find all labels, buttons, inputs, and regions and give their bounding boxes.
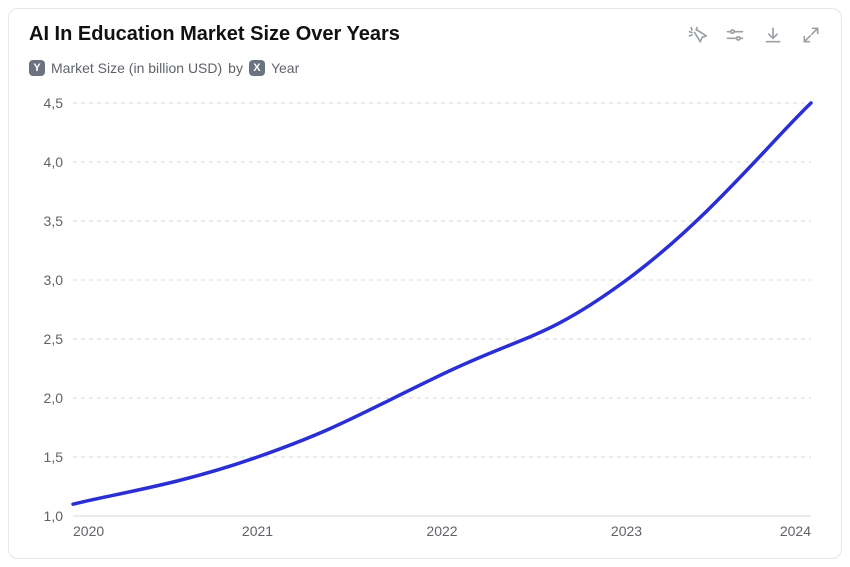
chart-card: AI In Education Market Size Over Years — [8, 8, 842, 559]
x-tick-label: 2023 — [611, 523, 642, 539]
y-badge: Y — [29, 60, 45, 76]
y-tick-label: 2,0 — [44, 390, 64, 406]
y-tick-label: 1,5 — [44, 449, 64, 465]
y-tick-label: 3,5 — [44, 213, 64, 229]
chart-title: AI In Education Market Size Over Years — [29, 23, 400, 46]
y-tick-label: 1,0 — [44, 508, 64, 524]
by-text: by — [228, 60, 243, 76]
download-icon[interactable] — [763, 25, 783, 45]
card-header: AI In Education Market Size Over Years — [29, 23, 821, 46]
x-tick-label: 2022 — [426, 523, 457, 539]
y-tick-label: 2,5 — [44, 331, 64, 347]
y-tick-label: 3,0 — [44, 272, 64, 288]
x-axis-label: Year — [271, 60, 299, 76]
x-tick-label: 2021 — [242, 523, 273, 539]
x-tick-label: 2024 — [780, 523, 811, 539]
y-tick-label: 4,5 — [44, 95, 64, 111]
x-tick-label: 2020 — [73, 523, 104, 539]
y-axis-label: Market Size (in billion USD) — [51, 60, 222, 76]
expand-icon[interactable] — [801, 25, 821, 45]
chart-area: 1,0 1,5 2,0 2,5 3,0 3,5 4,0 4,5 2020 2021 2022 2023… — [29, 95, 821, 544]
line-chart: 1,0 1,5 2,0 2,5 3,0 3,5 4,0 4,5 2020 2021 2022 2023… — [29, 95, 821, 544]
x-badge: X — [249, 60, 265, 76]
axis-legend: Y Market Size (in billion USD) by X Year — [29, 60, 821, 76]
series-line — [73, 103, 811, 504]
y-tick-label: 4,0 — [44, 154, 64, 170]
chart-toolbar — [687, 25, 821, 45]
sliders-icon[interactable] — [725, 25, 745, 45]
click-icon[interactable] — [687, 25, 707, 45]
